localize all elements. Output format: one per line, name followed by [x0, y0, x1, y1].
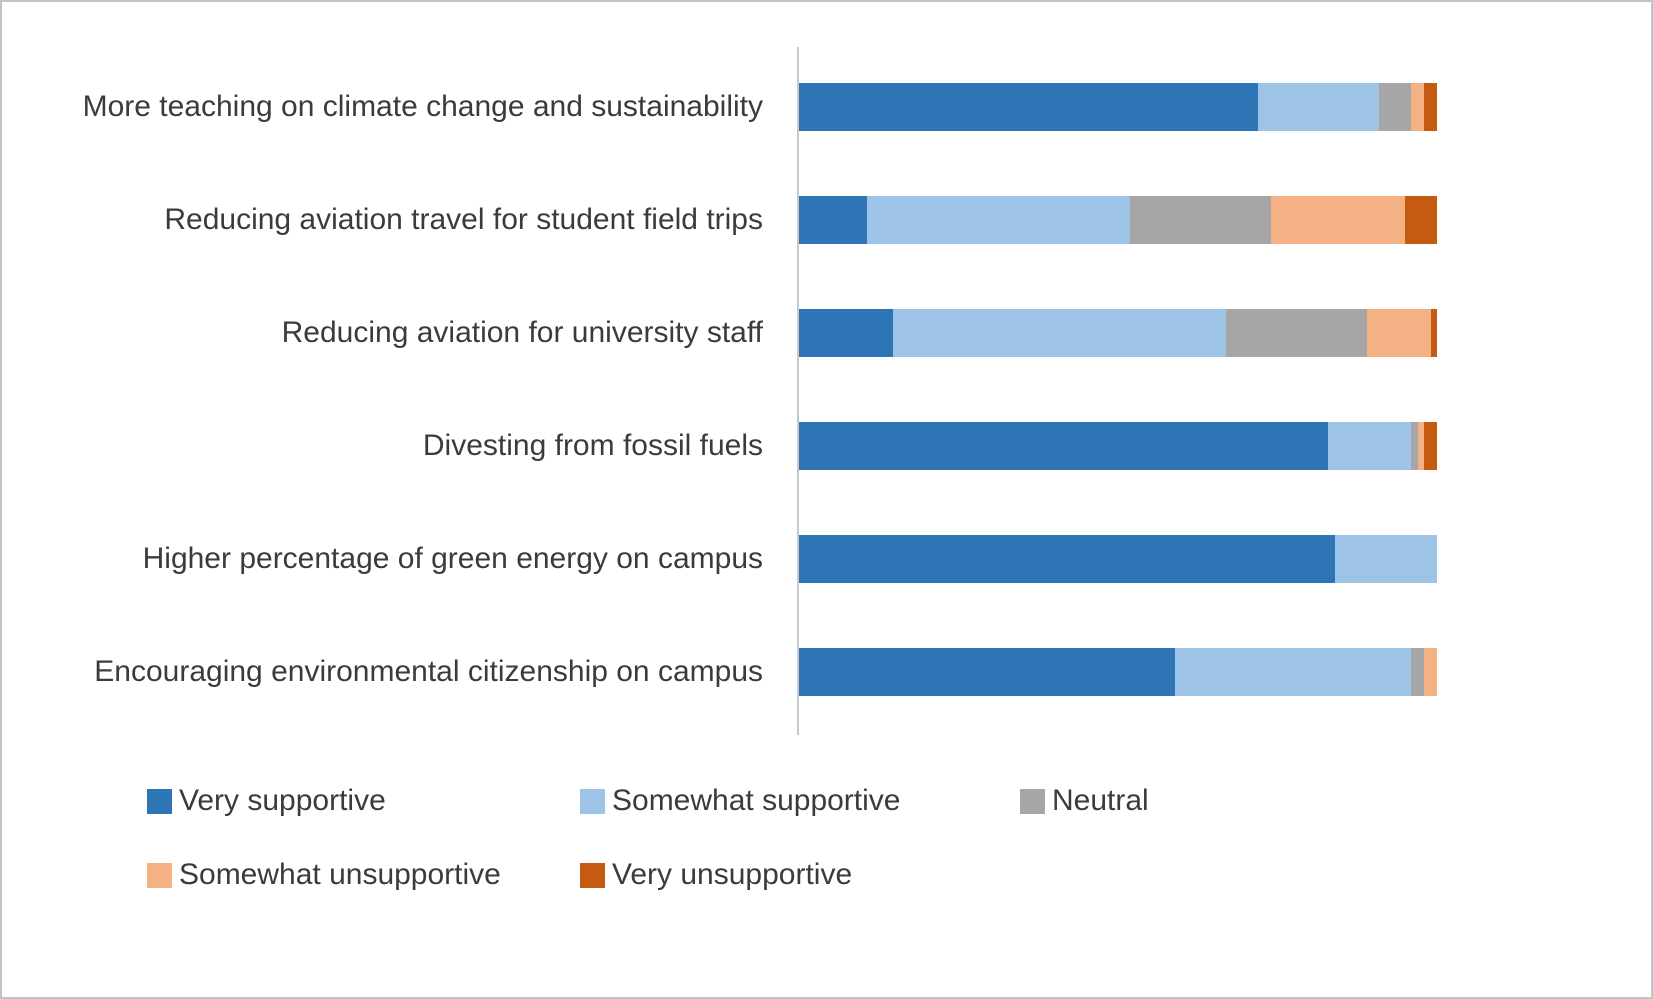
bar-track: [797, 308, 1437, 357]
legend-label: Neutral: [1052, 784, 1149, 817]
legend-label: Somewhat unsupportive: [179, 858, 501, 891]
bar-track: [797, 534, 1437, 583]
chart-rows: More teaching on climate change and sust…: [2, 50, 1651, 728]
legend-item: Very unsupportive: [580, 858, 1020, 892]
chart-row: Divesting from fossil fuels: [2, 389, 1651, 502]
category-label: Reducing aviation travel for student fie…: [164, 203, 763, 236]
bar-segment: [893, 308, 1226, 357]
bar-track: [797, 82, 1437, 131]
category-label-cell: Higher percentage of green energy on cam…: [2, 536, 797, 581]
chart-legend: Very supportive Somewhat supportive Neutra…: [147, 784, 1651, 892]
legend-item: Very supportive: [147, 784, 580, 818]
category-label-cell: Divesting from fossil fuels: [2, 423, 797, 468]
bar-segment: [797, 534, 1335, 583]
legend-label: Very unsupportive: [612, 858, 853, 891]
bar-track: [797, 421, 1437, 470]
bar-segment: [1174, 647, 1412, 696]
legend-label: Very supportive: [179, 784, 386, 817]
legend-swatch: [147, 862, 172, 888]
stacked-bar-chart: More teaching on climate change and sust…: [2, 2, 1651, 735]
legend-item: Somewhat unsupportive: [147, 858, 580, 892]
bar-segment: [1257, 82, 1380, 131]
bar-segment: [1430, 308, 1437, 357]
bar-segment: [797, 195, 868, 244]
category-label-cell: More teaching on climate change and sust…: [2, 84, 797, 129]
bar-segment: [797, 308, 893, 357]
chart-row: Reducing aviation for university staff: [2, 276, 1651, 389]
bar-segment: [1366, 308, 1431, 357]
bar-segment: [797, 421, 1329, 470]
category-label: Reducing aviation for university staff: [281, 316, 763, 349]
bar-track: [797, 195, 1437, 244]
category-axis-line: [797, 47, 799, 735]
bar-segment: [1411, 82, 1425, 131]
legend-swatch: [580, 788, 605, 814]
bar-segment: [1328, 421, 1412, 470]
category-label-cell: Encouraging environmental citizenship on…: [2, 649, 797, 694]
bar-segment: [797, 647, 1175, 696]
bar-segment: [1334, 534, 1437, 583]
bar-segment: [1379, 82, 1412, 131]
legend-item: Neutral: [1020, 784, 1651, 818]
legend-swatch: [580, 862, 605, 888]
category-label: Divesting from fossil fuels: [422, 429, 763, 462]
legend-swatch: [147, 788, 172, 814]
bar-segment: [1270, 195, 1405, 244]
category-label: Encouraging environmental citizenship on…: [94, 655, 763, 688]
bar-segment: [1411, 421, 1418, 470]
chart-row: Reducing aviation travel for student fie…: [2, 163, 1651, 276]
legend-label: Somewhat supportive: [612, 784, 901, 817]
category-label-cell: Reducing aviation for university staff: [2, 310, 797, 355]
chart-row: Higher percentage of green energy on cam…: [2, 502, 1651, 615]
bar-segment: [1424, 647, 1437, 696]
bar-segment: [867, 195, 1130, 244]
bar-track: [797, 647, 1437, 696]
bar-segment: [1225, 308, 1367, 357]
chart-row: More teaching on climate change and sust…: [2, 50, 1651, 163]
bar-segment: [1129, 195, 1271, 244]
bar-segment: [1411, 647, 1425, 696]
bar-segment: [1424, 421, 1437, 470]
category-label: Higher percentage of green energy on cam…: [142, 542, 763, 575]
bar-segment: [797, 82, 1258, 131]
chart-row: Encouraging environmental citizenship on…: [2, 615, 1651, 728]
legend-swatch: [1020, 788, 1045, 814]
category-label-cell: Reducing aviation travel for student fie…: [2, 197, 797, 242]
bar-segment: [1424, 82, 1437, 131]
bar-segment: [1404, 195, 1437, 244]
legend-item: Somewhat supportive: [580, 784, 1020, 818]
category-label: More teaching on climate change and sust…: [82, 90, 763, 123]
bar-segment: [1417, 421, 1425, 470]
